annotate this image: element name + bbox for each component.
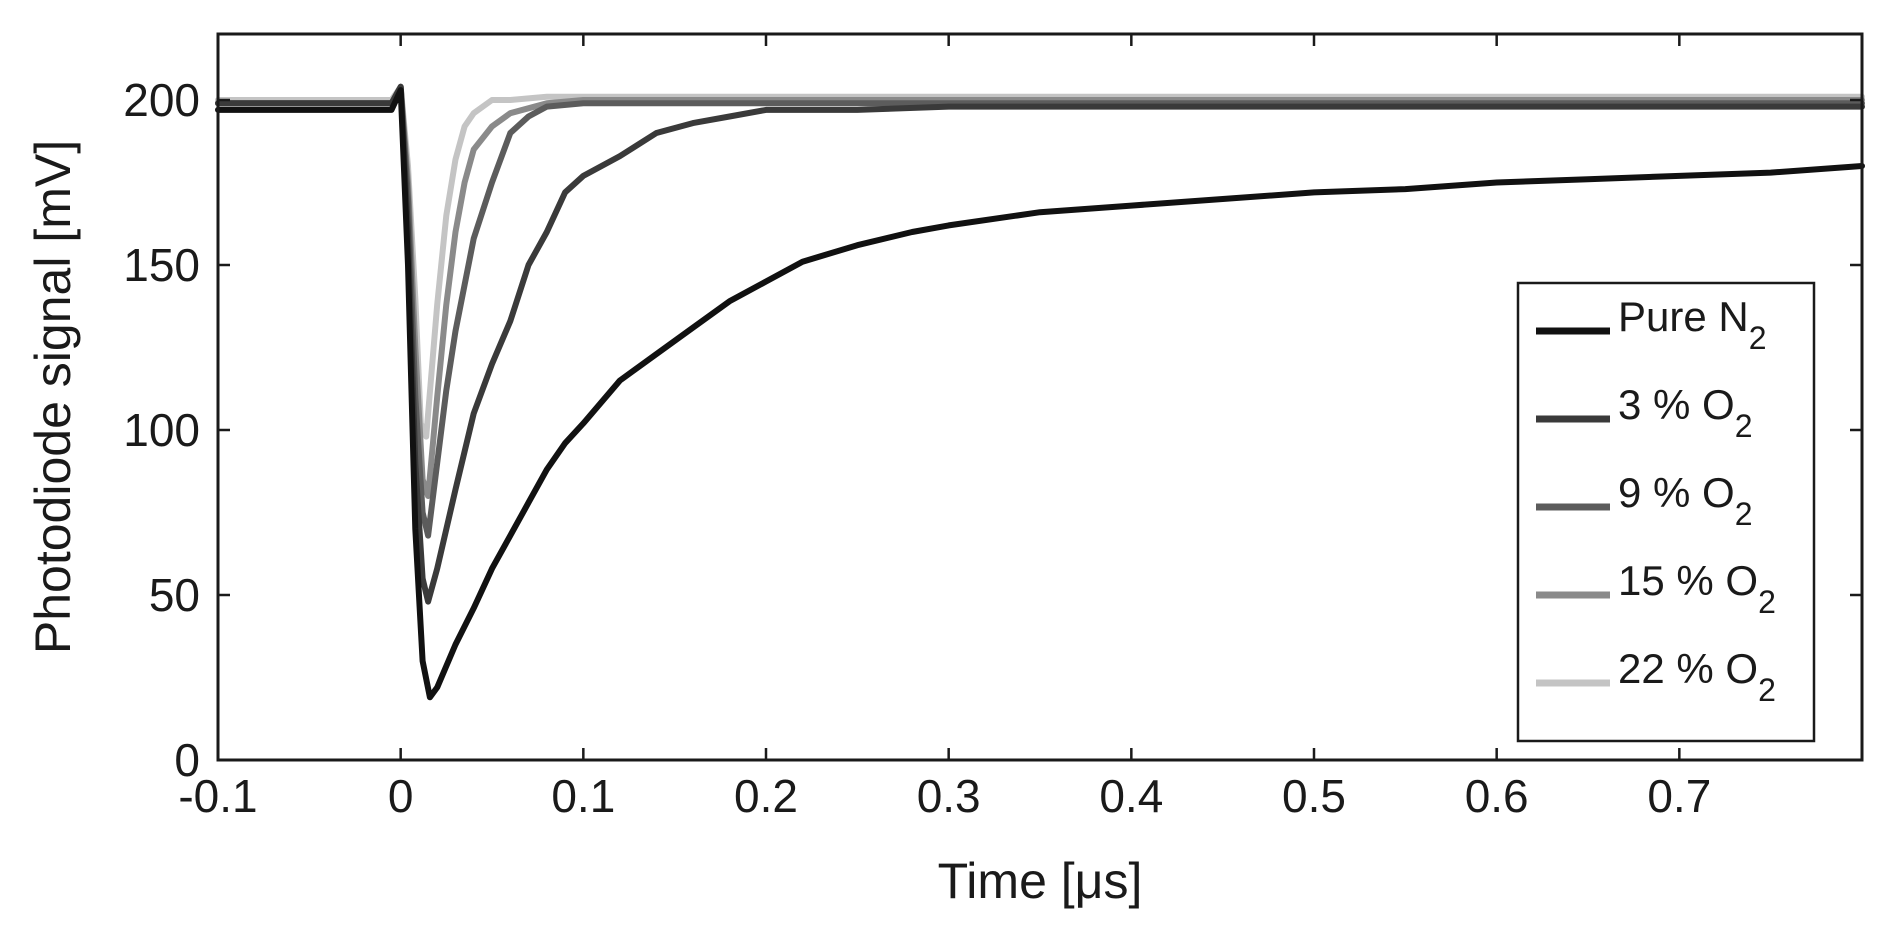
y-tick-label: 200 [123, 74, 200, 126]
legend-label-main: 9 % O [1618, 469, 1735, 516]
x-tick-label: -0.1 [178, 770, 257, 822]
x-tick-label: 0 [388, 770, 414, 822]
y-tick-label: 150 [123, 239, 200, 291]
x-axis-ticks: -0.1 0 0.1 0.2 0.3 0.4 0.5 0.6 0.7 [178, 34, 1711, 822]
legend-label-main: Pure N [1618, 293, 1749, 340]
legend-entry-label: 22 % O2 [1618, 645, 1776, 708]
x-tick-label: 0.5 [1282, 770, 1346, 822]
legend-label-subscript: 2 [1735, 496, 1753, 532]
x-tick-label: 0.6 [1465, 770, 1529, 822]
y-tick-label: 100 [123, 404, 200, 456]
y-axis-ticks: 0 50 100 150 200 [123, 74, 1862, 786]
y-tick-label: 50 [149, 569, 200, 621]
x-axis-title: Time [μs] [938, 853, 1143, 909]
y-axis-title: Photodiode signal [mV] [25, 140, 81, 654]
legend-label-subscript: 2 [1749, 320, 1767, 356]
x-tick-label: 0.2 [734, 770, 798, 822]
legend-label-main: 3 % O [1618, 381, 1735, 428]
x-tick-label: 0.7 [1647, 770, 1711, 822]
legend-label-subscript: 2 [1758, 584, 1776, 620]
legend-box [1516, 281, 1816, 743]
legend-entry-label: Pure N2 [1618, 293, 1767, 356]
series-layer [215, 83, 1865, 701]
legend-label-subscript: 2 [1758, 672, 1776, 708]
y-tick-label: 0 [174, 734, 200, 786]
legend-entry-label: 9 % O2 [1618, 469, 1753, 532]
legend-label-subscript: 2 [1735, 408, 1753, 444]
legend-entry-label: 15 % O2 [1618, 557, 1776, 620]
x-tick-label: 0.4 [1099, 770, 1163, 822]
x-tick-label: 0.1 [551, 770, 615, 822]
plot-frame [216, 32, 1864, 762]
legend-label-main: 22 % O [1618, 645, 1758, 692]
x-tick-label: 0.3 [917, 770, 981, 822]
legend-label-main: 15 % O [1618, 557, 1758, 604]
series-line-1 [215, 87, 1865, 701]
legend-entry-label: 3 % O2 [1618, 381, 1753, 444]
